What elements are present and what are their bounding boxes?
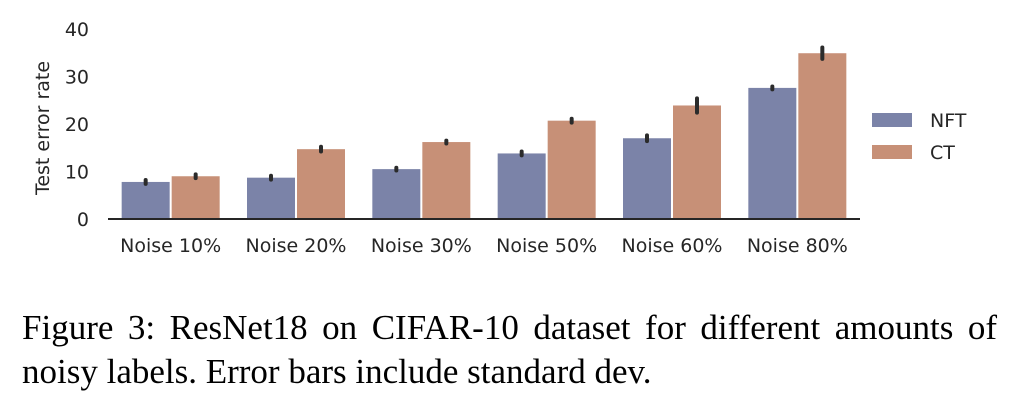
bar-ct	[798, 53, 847, 219]
bar-nft	[748, 87, 797, 220]
bar-ct	[297, 149, 345, 219]
bar-ct	[422, 142, 471, 219]
y-axis: 0 10 20 30 40	[65, 19, 89, 231]
bar-nft	[372, 169, 421, 219]
y-tick-label: 40	[65, 19, 89, 41]
bar-ct	[171, 176, 220, 219]
bar-ct	[547, 120, 596, 219]
x-tick-label: Noise 20%	[246, 235, 347, 257]
legend-swatch-nft	[872, 113, 912, 127]
x-tick-label: Noise 50%	[496, 235, 597, 257]
x-tick-label: Noise 30%	[371, 235, 472, 257]
y-tick-label: 0	[77, 209, 89, 231]
bar-nft	[497, 153, 546, 219]
legend-label-nft: NFT	[930, 110, 967, 132]
bar-nft	[623, 138, 671, 219]
x-axis: Noise 10% Noise 20% Noise 30% Noise 50% Nois…	[120, 235, 848, 257]
x-tick-label: Noise 10%	[120, 235, 221, 257]
x-tick-label: Noise 60%	[622, 235, 723, 257]
legend-label-ct: CT	[930, 142, 955, 164]
bar-series	[121, 53, 847, 220]
legend-swatch-ct	[872, 145, 912, 159]
bar-nft	[121, 181, 170, 219]
y-tick-label: 20	[65, 114, 89, 136]
error-bars	[143, 45, 825, 186]
y-axis-title: Test error rate	[32, 61, 54, 196]
bar-ct	[673, 105, 721, 219]
figure-caption: Figure 3: ResNet18 on CIFAR-10 dataset f…	[22, 308, 997, 391]
y-tick-label: 10	[65, 162, 89, 184]
x-tick-label: Noise 80%	[747, 235, 848, 257]
y-tick-label: 30	[65, 67, 89, 89]
legend: NFT CT	[872, 110, 967, 164]
bar-nft	[247, 177, 295, 219]
